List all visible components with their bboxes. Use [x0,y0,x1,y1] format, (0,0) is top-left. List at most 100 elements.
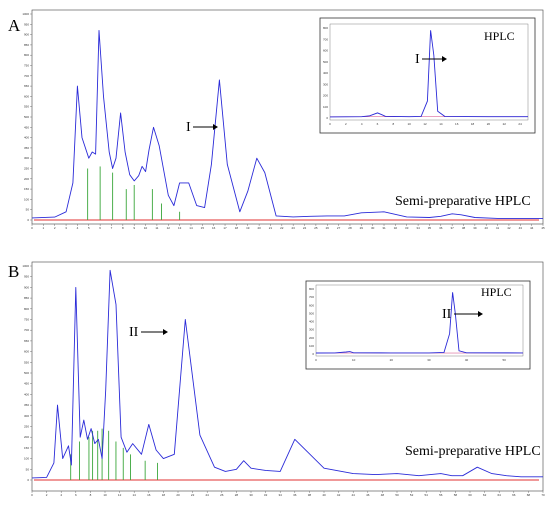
series-label: Semi-preparative HPLC [405,444,541,459]
y-tick-label: 800 [24,53,29,57]
y-tick-label: 150 [24,187,29,191]
inset-x-tick-label: 2 [345,122,347,126]
x-tick-label: 31 [382,226,386,230]
y-tick-label: 400 [24,392,29,396]
x-tick-label: 44 [352,493,356,497]
x-tick-label: 48 [381,493,385,497]
y-tick-label: 150 [24,446,29,450]
x-tick-label: 14 [133,493,137,497]
inset-x-tick-label: 10 [352,358,356,362]
x-tick-label: 35 [428,226,432,230]
inset-title: HPLC [481,285,512,299]
y-tick-label: 300 [24,414,29,418]
x-tick-label: 13 [178,226,182,230]
x-tick-label: 66 [512,493,516,497]
x-tick-label: 22 [191,493,195,497]
inset-x-tick-label: 16 [455,122,459,126]
x-tick-label: 37 [450,226,454,230]
y-tick-label: 850 [24,296,29,300]
x-tick-label: 10 [103,493,107,497]
y-tick-label: 350 [24,403,29,407]
x-tick-label: 34 [279,493,283,497]
x-tick-label: 2 [46,493,48,497]
x-tick-label: 30 [371,226,375,230]
inset-x-tick-label: 30 [427,358,431,362]
x-tick-label: 11 [155,226,158,230]
y-tick-label: 100 [24,197,29,201]
y-tick-label: 700 [24,74,29,78]
x-tick-label: 32 [394,226,398,230]
series-label: Semi-preparative HPLC [395,194,531,209]
inset-x-tick-label: 0 [315,358,317,362]
x-tick-label: 16 [147,493,151,497]
x-tick-label: 45 [541,226,545,230]
x-tick-label: 41 [496,226,500,230]
inset-x-tick-label: 20 [390,358,394,362]
x-tick-label: 42 [507,226,511,230]
panel-letter: A [8,16,21,35]
x-tick-label: 3 [65,226,67,230]
x-tick-label: 50 [395,493,399,497]
x-tick-label: 40 [485,226,489,230]
x-tick-label: 23 [292,226,296,230]
inset-x-tick-label: 50 [503,358,507,362]
x-tick-label: 16 [212,226,216,230]
inset-y-tick-label: 700 [309,295,314,299]
inset-y-tick-label: 0 [312,352,314,356]
y-tick-label: 750 [24,318,29,322]
x-tick-label: 52 [410,493,414,497]
y-tick-label: 400 [24,136,29,140]
x-tick-label: 12 [167,226,171,230]
inset-y-tick-label: 700 [323,37,328,41]
y-tick-label: 250 [24,167,29,171]
peak-arrowhead [213,124,218,130]
inset-peak-arrowhead [442,56,447,62]
x-tick-label: 5 [88,226,90,230]
peak-arrowhead [163,329,168,335]
plot-frame [31,261,544,492]
x-tick-label: 22 [280,226,284,230]
inset-trace [329,30,528,118]
inset-frame [305,280,531,370]
x-tick-label: 70 [541,493,545,497]
y-tick-label: 1000 [22,12,29,16]
panel-letter: B [8,262,19,281]
x-tick-label: 21 [269,226,273,230]
peak-label: I [186,120,191,135]
inset-x-tick-label: 24 [518,122,522,126]
y-tick-label: 850 [24,43,29,47]
x-tick-label: 1 [43,226,45,230]
x-tick-label: 19 [246,226,250,230]
x-tick-label: 28 [235,493,239,497]
y-tick-label: 0 [27,478,29,482]
inset-peak-label: I [415,52,420,67]
x-tick-label: 6 [99,226,101,230]
y-tick-label: 550 [24,360,29,364]
x-tick-label: 40 [322,493,326,497]
inset-y-tick-label: 200 [309,336,314,340]
x-tick-label: 4 [60,493,62,497]
y-tick-label: 450 [24,382,29,386]
y-tick-label: 600 [24,94,29,98]
inset-trace [315,292,524,354]
y-tick-label: 900 [24,285,29,289]
y-tick-label: 300 [24,156,29,160]
x-tick-label: 34 [416,226,420,230]
y-tick-label: 50 [26,467,30,471]
inset-x-tick-label: 6 [377,122,379,126]
peak-label: II [129,325,139,340]
inset-y-tick-label: 600 [323,49,328,53]
x-tick-label: 38 [462,226,466,230]
x-tick-label: 27 [337,226,341,230]
inset-x-tick-label: 12 [423,122,427,126]
inset-x-tick-label: 18 [471,122,475,126]
x-tick-label: 54 [425,493,429,497]
inset-peak-label: II [442,307,452,322]
y-tick-label: 700 [24,328,29,332]
y-tick-label: 900 [24,33,29,37]
inset-x-tick-label: 14 [439,122,443,126]
inset-chart: 0 100 200 300 400 500 600 700 800 0 10 20 30 40 50 HPLC… [305,280,531,370]
x-tick-label: 6 [75,493,77,497]
y-tick-label: 950 [24,275,29,279]
